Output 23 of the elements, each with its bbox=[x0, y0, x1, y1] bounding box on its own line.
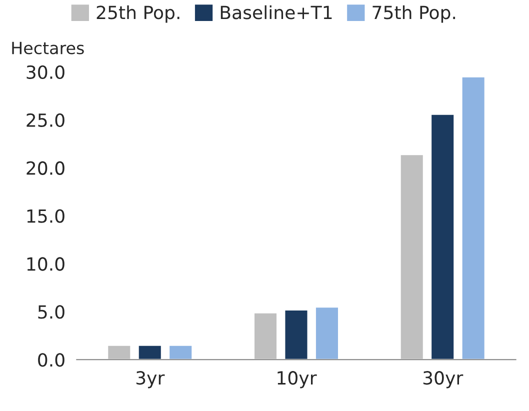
x-tick-label: 30yr bbox=[423, 371, 464, 388]
bar bbox=[430, 113, 455, 360]
bar bbox=[106, 344, 132, 360]
x-tick-label: 3yr bbox=[136, 371, 165, 388]
bar bbox=[284, 309, 309, 360]
y-tick-label: 15.0 bbox=[27, 209, 64, 223]
bar bbox=[399, 154, 424, 360]
legend-label: 25th Pop. bbox=[96, 5, 180, 23]
y-tick-label: 5.0 bbox=[38, 305, 64, 319]
bar bbox=[137, 344, 162, 360]
bar bbox=[460, 76, 486, 360]
legend-label: 75th Pop. bbox=[372, 5, 456, 23]
y-tick-label: 0.0 bbox=[38, 353, 64, 367]
bar bbox=[168, 344, 194, 360]
bar bbox=[314, 306, 340, 360]
y-tick-label: 25.0 bbox=[26, 113, 64, 127]
y-tick-label: 30.0 bbox=[26, 65, 64, 80]
y-tick-label: 20.0 bbox=[26, 161, 64, 175]
x-tick-label: 10yr bbox=[278, 371, 317, 388]
legend-label: Baseline+T1 bbox=[220, 5, 332, 20]
y-tick-label: 10.0 bbox=[27, 257, 64, 271]
bar bbox=[253, 312, 278, 360]
y-axis-title: Hectares bbox=[12, 42, 84, 54]
